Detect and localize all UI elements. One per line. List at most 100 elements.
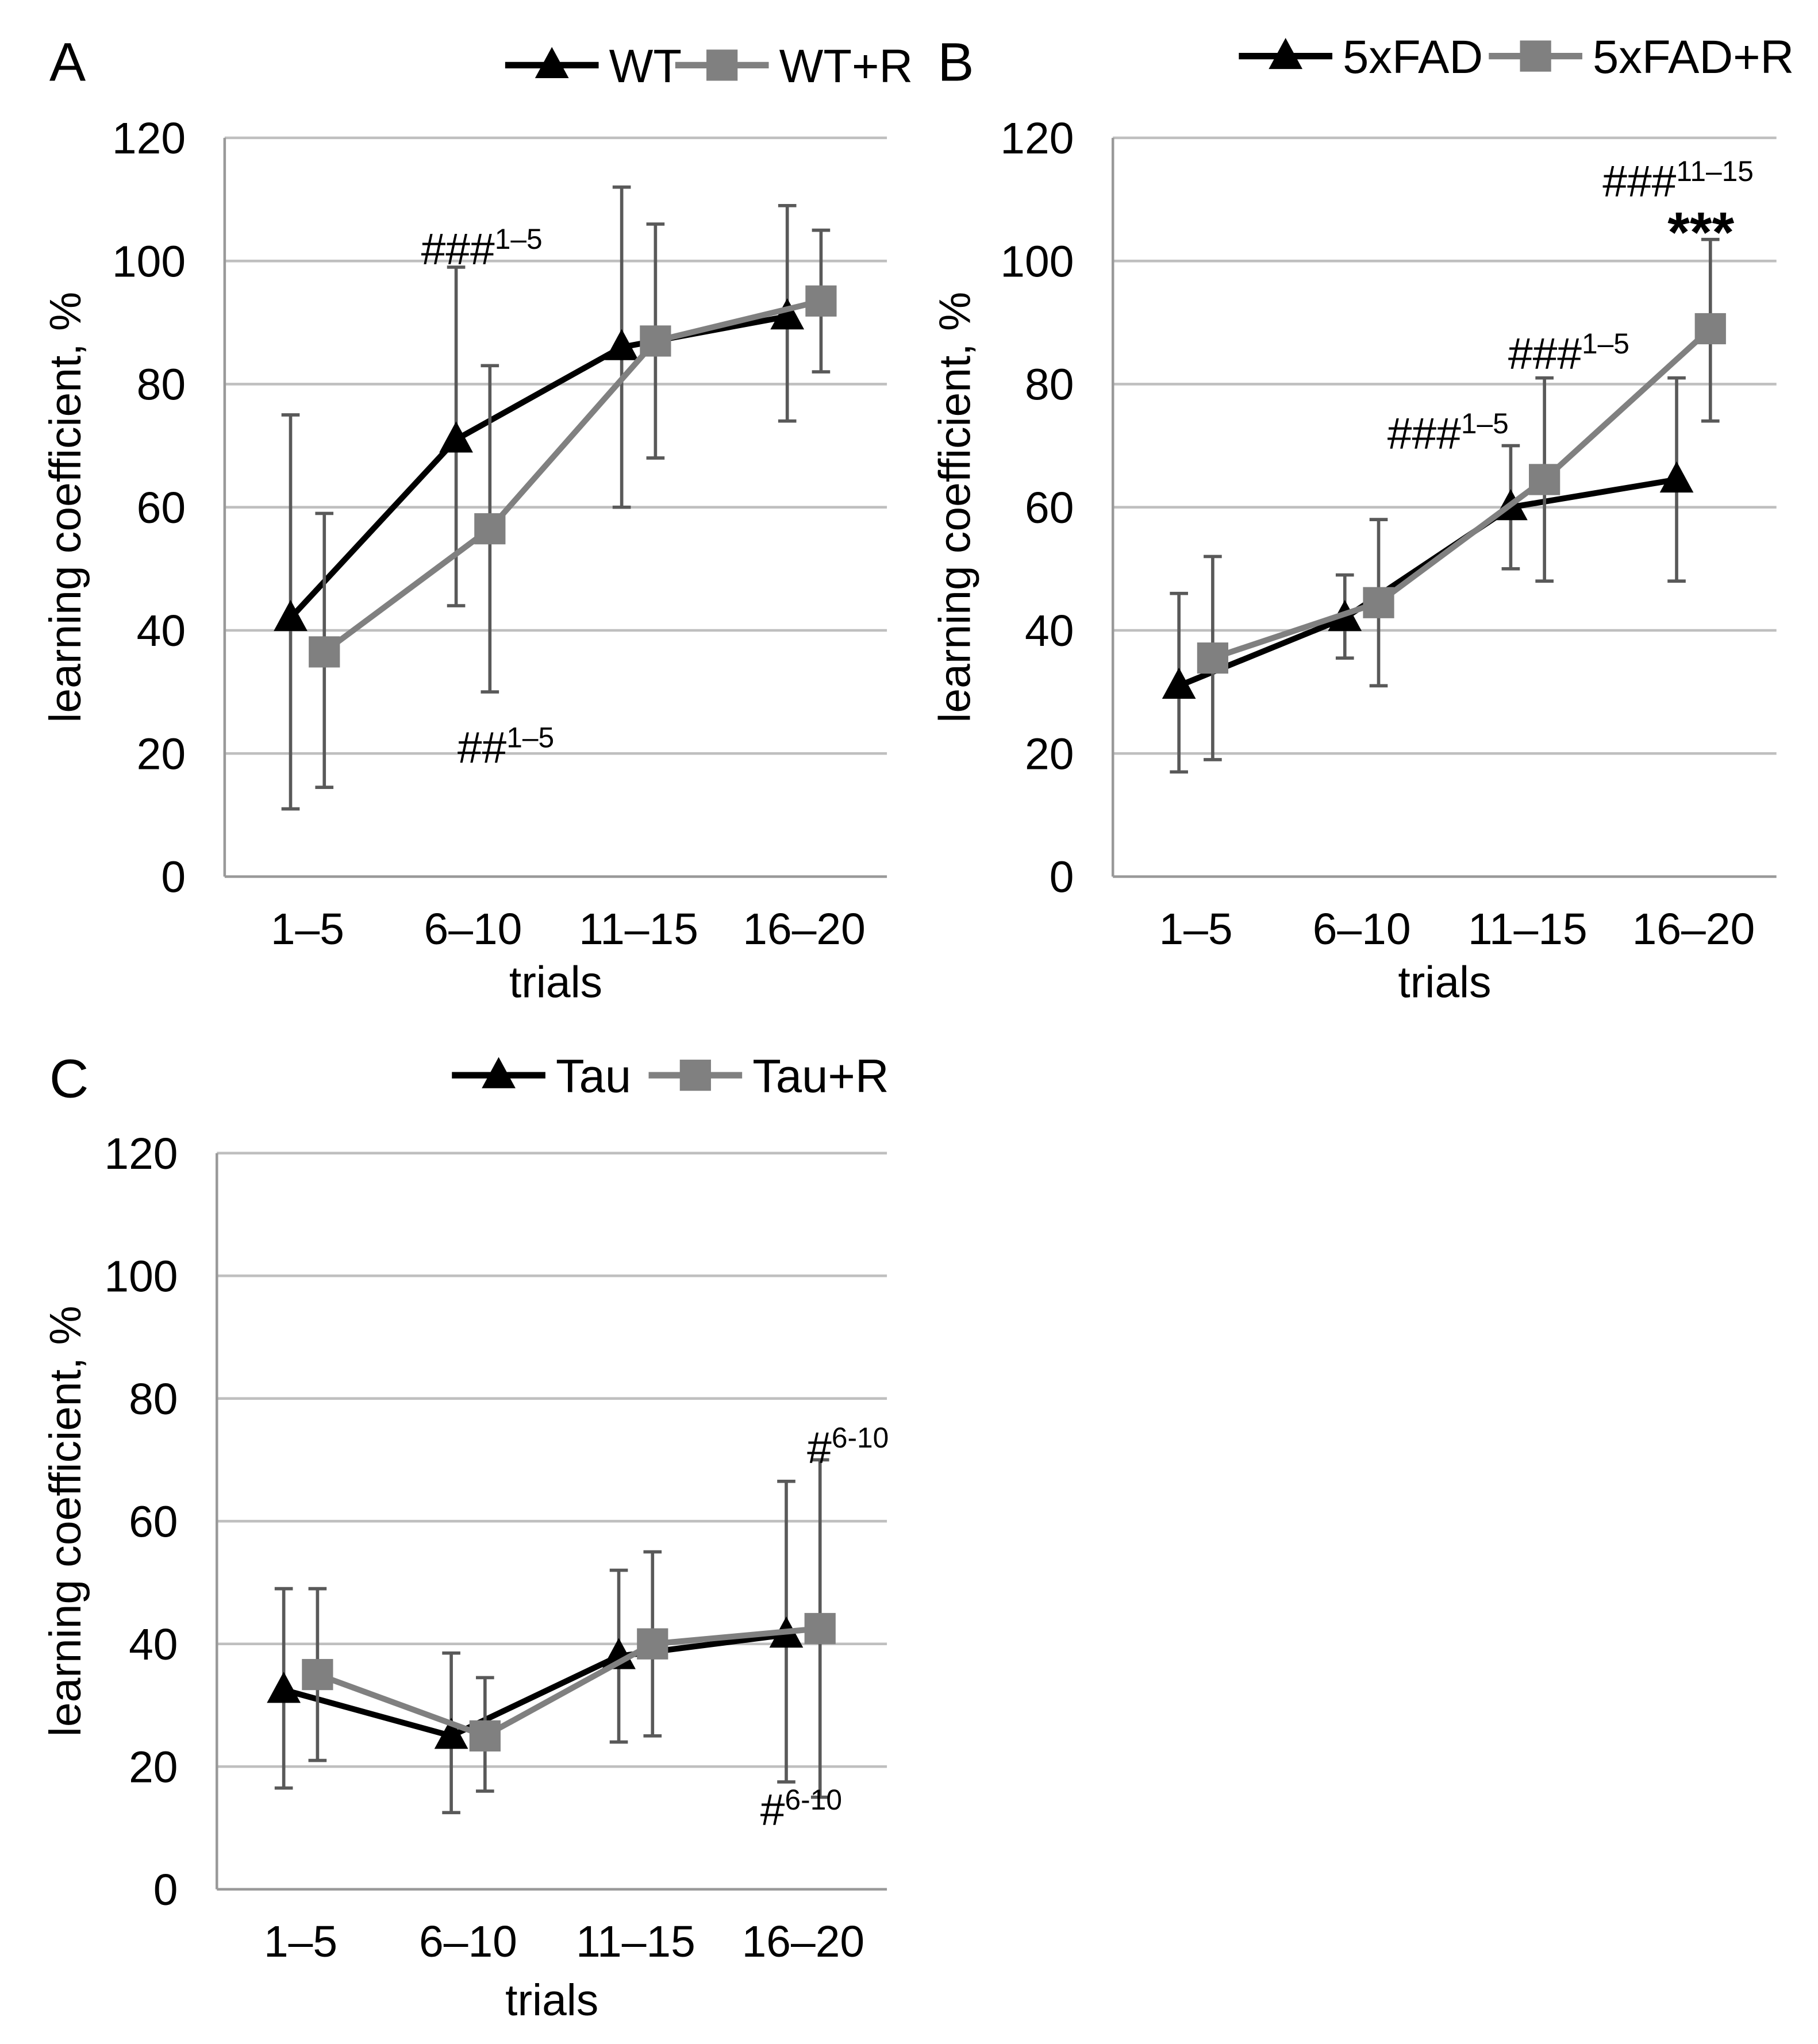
data-point-square (804, 1612, 836, 1645)
data-point-square (302, 1658, 333, 1691)
legend-square-icon (1520, 40, 1551, 72)
annotation: #6-10 (807, 1422, 889, 1473)
annotation-superscript: 1–5 (1582, 328, 1629, 360)
y-axis-label: learning coefficient, % (41, 1306, 90, 1737)
annotation: ##1–5 (458, 721, 554, 772)
legend-label: WT (609, 40, 682, 93)
legend: WT WT+R (505, 40, 913, 93)
panel-label: B (937, 32, 974, 93)
legend-square-icon (679, 1060, 711, 1091)
panel-c: 0 20 40 60 80 100 120 1–5 6–10 11–15 16–20 trials le… (41, 1049, 889, 2025)
legend: Tau Tau+R (452, 1050, 889, 1103)
data-point-square (637, 1628, 668, 1660)
legend-item: WT (505, 40, 682, 93)
annotation: ###1–5 (1387, 407, 1509, 459)
legend-triangle-icon (482, 1057, 516, 1088)
legend-label: Tau+R (752, 1050, 889, 1103)
annotation-superscript: 6-10 (785, 1784, 842, 1816)
series-line (1212, 326, 1713, 661)
annotation-superscript: 1–5 (506, 721, 554, 753)
x-tick-label: 6–10 (424, 904, 522, 954)
x-tick-label: 1–5 (1159, 904, 1232, 954)
annotation-superscript: 1–5 (1461, 407, 1509, 440)
series-line (1178, 476, 1677, 689)
x-tick-label: 11–15 (576, 1917, 695, 1966)
series-5xfad-r (1197, 237, 1726, 761)
x-tick-label: 16–20 (1632, 904, 1755, 954)
y-tick-label: 60 (129, 1497, 178, 1546)
legend-item: 5xFAD (1239, 31, 1483, 83)
y-tick-label: 120 (112, 114, 186, 163)
annotation-superscript: 11–15 (1676, 155, 1753, 187)
data-point-triangle (605, 329, 639, 360)
y-tick-label: 60 (1025, 483, 1074, 533)
y-tick-label: 120 (104, 1129, 178, 1179)
x-tick-label: 6–10 (1313, 904, 1411, 954)
x-axis-label: trials (1398, 958, 1491, 1007)
y-tick-label: 40 (129, 1620, 178, 1669)
annotation: ###11–15 (1602, 155, 1754, 206)
x-tick-label: 1–5 (264, 1917, 337, 1966)
legend-item: Tau+R (648, 1050, 889, 1103)
y-tick-label: 20 (137, 729, 186, 779)
data-point-square (805, 285, 837, 317)
legend-item: Tau (452, 1050, 631, 1103)
data-point-square (640, 325, 671, 357)
legend-square-icon (706, 49, 738, 81)
annotation-superscript: 6-10 (832, 1422, 889, 1454)
data-point-triangle (1659, 461, 1694, 493)
legend: 5xFAD 5xFAD+R (1239, 31, 1794, 83)
series-wt-r (309, 222, 837, 789)
y-tick-label: 0 (153, 1865, 178, 1915)
annotation: #6-10 (760, 1784, 842, 1835)
panel-label: C (49, 1049, 89, 1110)
series-line (288, 313, 788, 620)
data-point-square (474, 513, 506, 545)
annotation: *** (1667, 201, 1734, 264)
series-tau (267, 1479, 804, 1815)
series-wt (274, 185, 805, 811)
y-tick-label: 20 (129, 1742, 178, 1792)
x-tick-label: 16–20 (743, 904, 866, 954)
y-tick-label: 100 (104, 1252, 178, 1301)
data-point-square (1363, 587, 1394, 618)
annotation-mark: # (760, 1785, 785, 1835)
annotation-mark: # (807, 1423, 832, 1473)
y-tick-label: 120 (1000, 114, 1074, 163)
y-axis-label: learning coefficient, % (931, 292, 980, 723)
y-tick-label: 100 (112, 237, 186, 286)
y-tick-label: 80 (1025, 360, 1074, 410)
data-point-square (1694, 313, 1726, 345)
x-axis-label: trials (509, 958, 602, 1007)
legend-item: WT+R (675, 40, 913, 93)
series-tau-r (302, 1458, 836, 1799)
annotation-mark: ## (458, 723, 507, 773)
legend-label: WT+R (779, 40, 913, 93)
data-point-square (309, 636, 340, 668)
data-point-square (1529, 464, 1561, 495)
annotation: ###1–5 (1508, 328, 1629, 379)
x-tick-label: 16–20 (742, 1917, 865, 1966)
data-point-triangle (267, 1672, 301, 1703)
legend-label: 5xFAD (1343, 31, 1483, 83)
y-tick-label: 80 (137, 360, 186, 410)
legend-triangle-icon (535, 47, 569, 78)
panel-a: 0 20 40 60 80 100 120 1–5 6–10 11–15 16–20 trials le… (41, 32, 913, 1007)
series-line (322, 298, 822, 655)
legend-label: 5xFAD+R (1593, 31, 1794, 83)
annotation-superscript: 1–5 (495, 223, 543, 255)
x-tick-label: 1–5 (271, 904, 344, 954)
x-tick-label: 6–10 (419, 1917, 517, 1966)
data-point-triangle (439, 421, 473, 453)
annotation-mark: ### (1602, 157, 1676, 206)
annotation-mark: ### (1387, 409, 1461, 459)
data-point-triangle (770, 298, 805, 330)
series-line (316, 1625, 821, 1739)
annotation: ###1–5 (421, 223, 543, 274)
series-line (283, 1631, 787, 1739)
annotation-mark: ### (1508, 329, 1582, 379)
x-axis-label: trials (505, 1976, 598, 2025)
y-tick-label: 0 (161, 853, 186, 902)
y-tick-label: 40 (1025, 606, 1074, 656)
